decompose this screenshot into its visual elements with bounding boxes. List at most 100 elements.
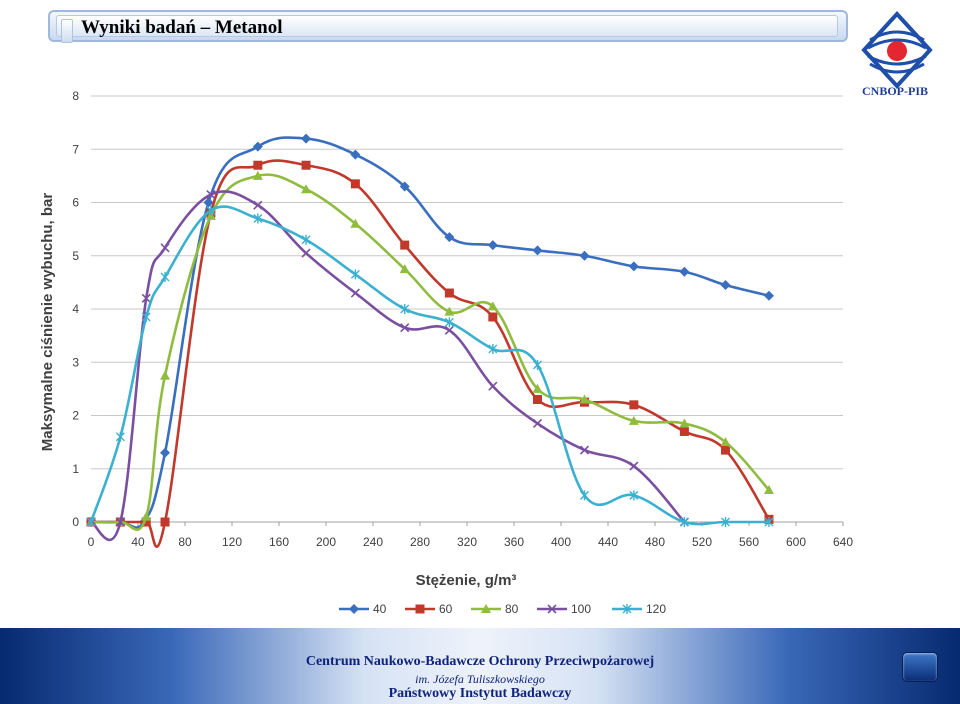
data-point-40 — [763, 290, 774, 301]
x-tick-label: 240 — [363, 535, 383, 549]
data-point-40 — [160, 447, 171, 458]
x-tick-label: 560 — [739, 535, 759, 549]
x-tick-label: 440 — [598, 535, 618, 549]
data-point-120 — [350, 269, 360, 280]
legend-item-120: 120 — [612, 602, 666, 616]
series-line-80 — [90, 173, 770, 531]
data-point-60 — [160, 517, 170, 527]
nav-button[interactable] — [902, 652, 938, 682]
cnbop-logo — [861, 11, 933, 89]
y-axis-label: Maksymalne ciśnienie wybuchu, bar — [39, 193, 56, 452]
data-point-40 — [487, 240, 498, 251]
data-point-120 — [115, 431, 125, 442]
legend-label: 40 — [373, 602, 387, 616]
y-tick-label: 2 — [72, 409, 79, 423]
x-tick-label: 640 — [833, 535, 853, 549]
data-point-120 — [533, 359, 542, 370]
data-point-60 — [400, 240, 410, 250]
legend-label: 120 — [646, 602, 666, 616]
x-tick-label: 360 — [504, 535, 524, 549]
data-point-60 — [253, 160, 263, 170]
data-point-60 — [721, 445, 730, 455]
data-point-40 — [399, 181, 410, 192]
data-point-100 — [301, 248, 311, 258]
x-tick-label: 520 — [692, 535, 712, 549]
x-tick-label: 160 — [269, 535, 289, 549]
x-tick-label: 120 — [222, 535, 242, 549]
x-tick-label: 200 — [316, 535, 336, 549]
data-point-40 — [579, 250, 590, 261]
legend-item-60: 60 — [405, 602, 453, 616]
data-point-100 — [532, 418, 543, 429]
data-point-100 — [160, 243, 170, 253]
x-tick-label: 40 — [131, 535, 145, 549]
data-point-80 — [141, 511, 152, 521]
data-point-120 — [488, 343, 498, 354]
logo-text: CNBOP-PIB — [862, 84, 928, 98]
data-point-100 — [350, 288, 360, 298]
x-tick-label: 280 — [410, 535, 430, 549]
data-point-40 — [203, 197, 214, 208]
series-100 — [86, 189, 689, 542]
legend-marker — [481, 604, 491, 613]
data-point-60 — [679, 426, 689, 436]
data-point-40 — [444, 232, 455, 243]
data-point-80 — [487, 301, 498, 311]
data-point-80 — [301, 184, 312, 194]
footer-institute: Centrum Naukowo-Badawcze Ochrony Przeciw… — [305, 654, 655, 669]
x-tick-label: 80 — [178, 535, 192, 549]
title-tab — [61, 19, 73, 43]
data-point-80 — [532, 383, 543, 393]
data-point-120 — [721, 517, 730, 527]
data-point-80 — [720, 437, 731, 447]
y-tick-label: 4 — [72, 302, 79, 316]
data-point-60 — [444, 288, 454, 298]
x-tick-label: 480 — [645, 535, 665, 549]
data-point-80 — [444, 306, 455, 316]
data-point-60 — [301, 160, 311, 170]
data-point-120 — [253, 213, 263, 224]
data-point-80 — [763, 485, 774, 495]
data-point-100 — [141, 293, 151, 303]
data-point-100 — [115, 517, 125, 527]
x-tick-label: 400 — [551, 535, 571, 549]
legend-label: 60 — [439, 602, 453, 616]
data-point-80 — [679, 418, 690, 428]
legend-marker — [622, 604, 632, 614]
data-point-40 — [720, 280, 731, 291]
data-point-120 — [160, 272, 170, 283]
data-point-120 — [206, 205, 216, 216]
data-point-100 — [444, 325, 454, 335]
data-point-120 — [764, 517, 774, 527]
data-point-60 — [488, 312, 498, 322]
footer: Centrum Naukowo-Badawcze Ochrony Przeciw… — [0, 628, 960, 704]
legend-item-80: 80 — [471, 602, 519, 616]
footer-status: Państwowy Instytut Badawczy — [388, 686, 572, 701]
data-point-40 — [532, 245, 543, 256]
data-point-120 — [141, 311, 151, 322]
data-point-100 — [400, 323, 410, 333]
legend-label: 80 — [505, 602, 519, 616]
data-point-80 — [350, 218, 361, 228]
title-panel: Wyniki badań – Metanol — [56, 15, 838, 43]
data-point-80 — [160, 370, 171, 380]
title-bar: Wyniki badań – Metanol — [48, 10, 848, 43]
data-point-120 — [400, 304, 410, 314]
data-point-80 — [628, 415, 639, 425]
footer-patron: im. Józefa Tuliszkowskiego — [415, 672, 545, 686]
data-point-60 — [350, 179, 360, 189]
page-title: Wyniki badań – Metanol — [81, 17, 283, 38]
data-point-120 — [86, 517, 96, 527]
x-axis-label: Stężenie, g/m³ — [416, 572, 517, 589]
series-120 — [86, 205, 774, 527]
data-point-40 — [628, 261, 639, 272]
y-tick-label: 7 — [72, 142, 79, 156]
legend-marker — [547, 604, 557, 614]
data-point-100 — [206, 189, 216, 200]
x-tick-label: 320 — [457, 535, 477, 549]
x-tick-label: 0 — [88, 535, 95, 549]
series-line-120 — [89, 205, 769, 526]
y-tick-label: 6 — [72, 196, 79, 210]
legend-item-40: 40 — [339, 602, 387, 616]
